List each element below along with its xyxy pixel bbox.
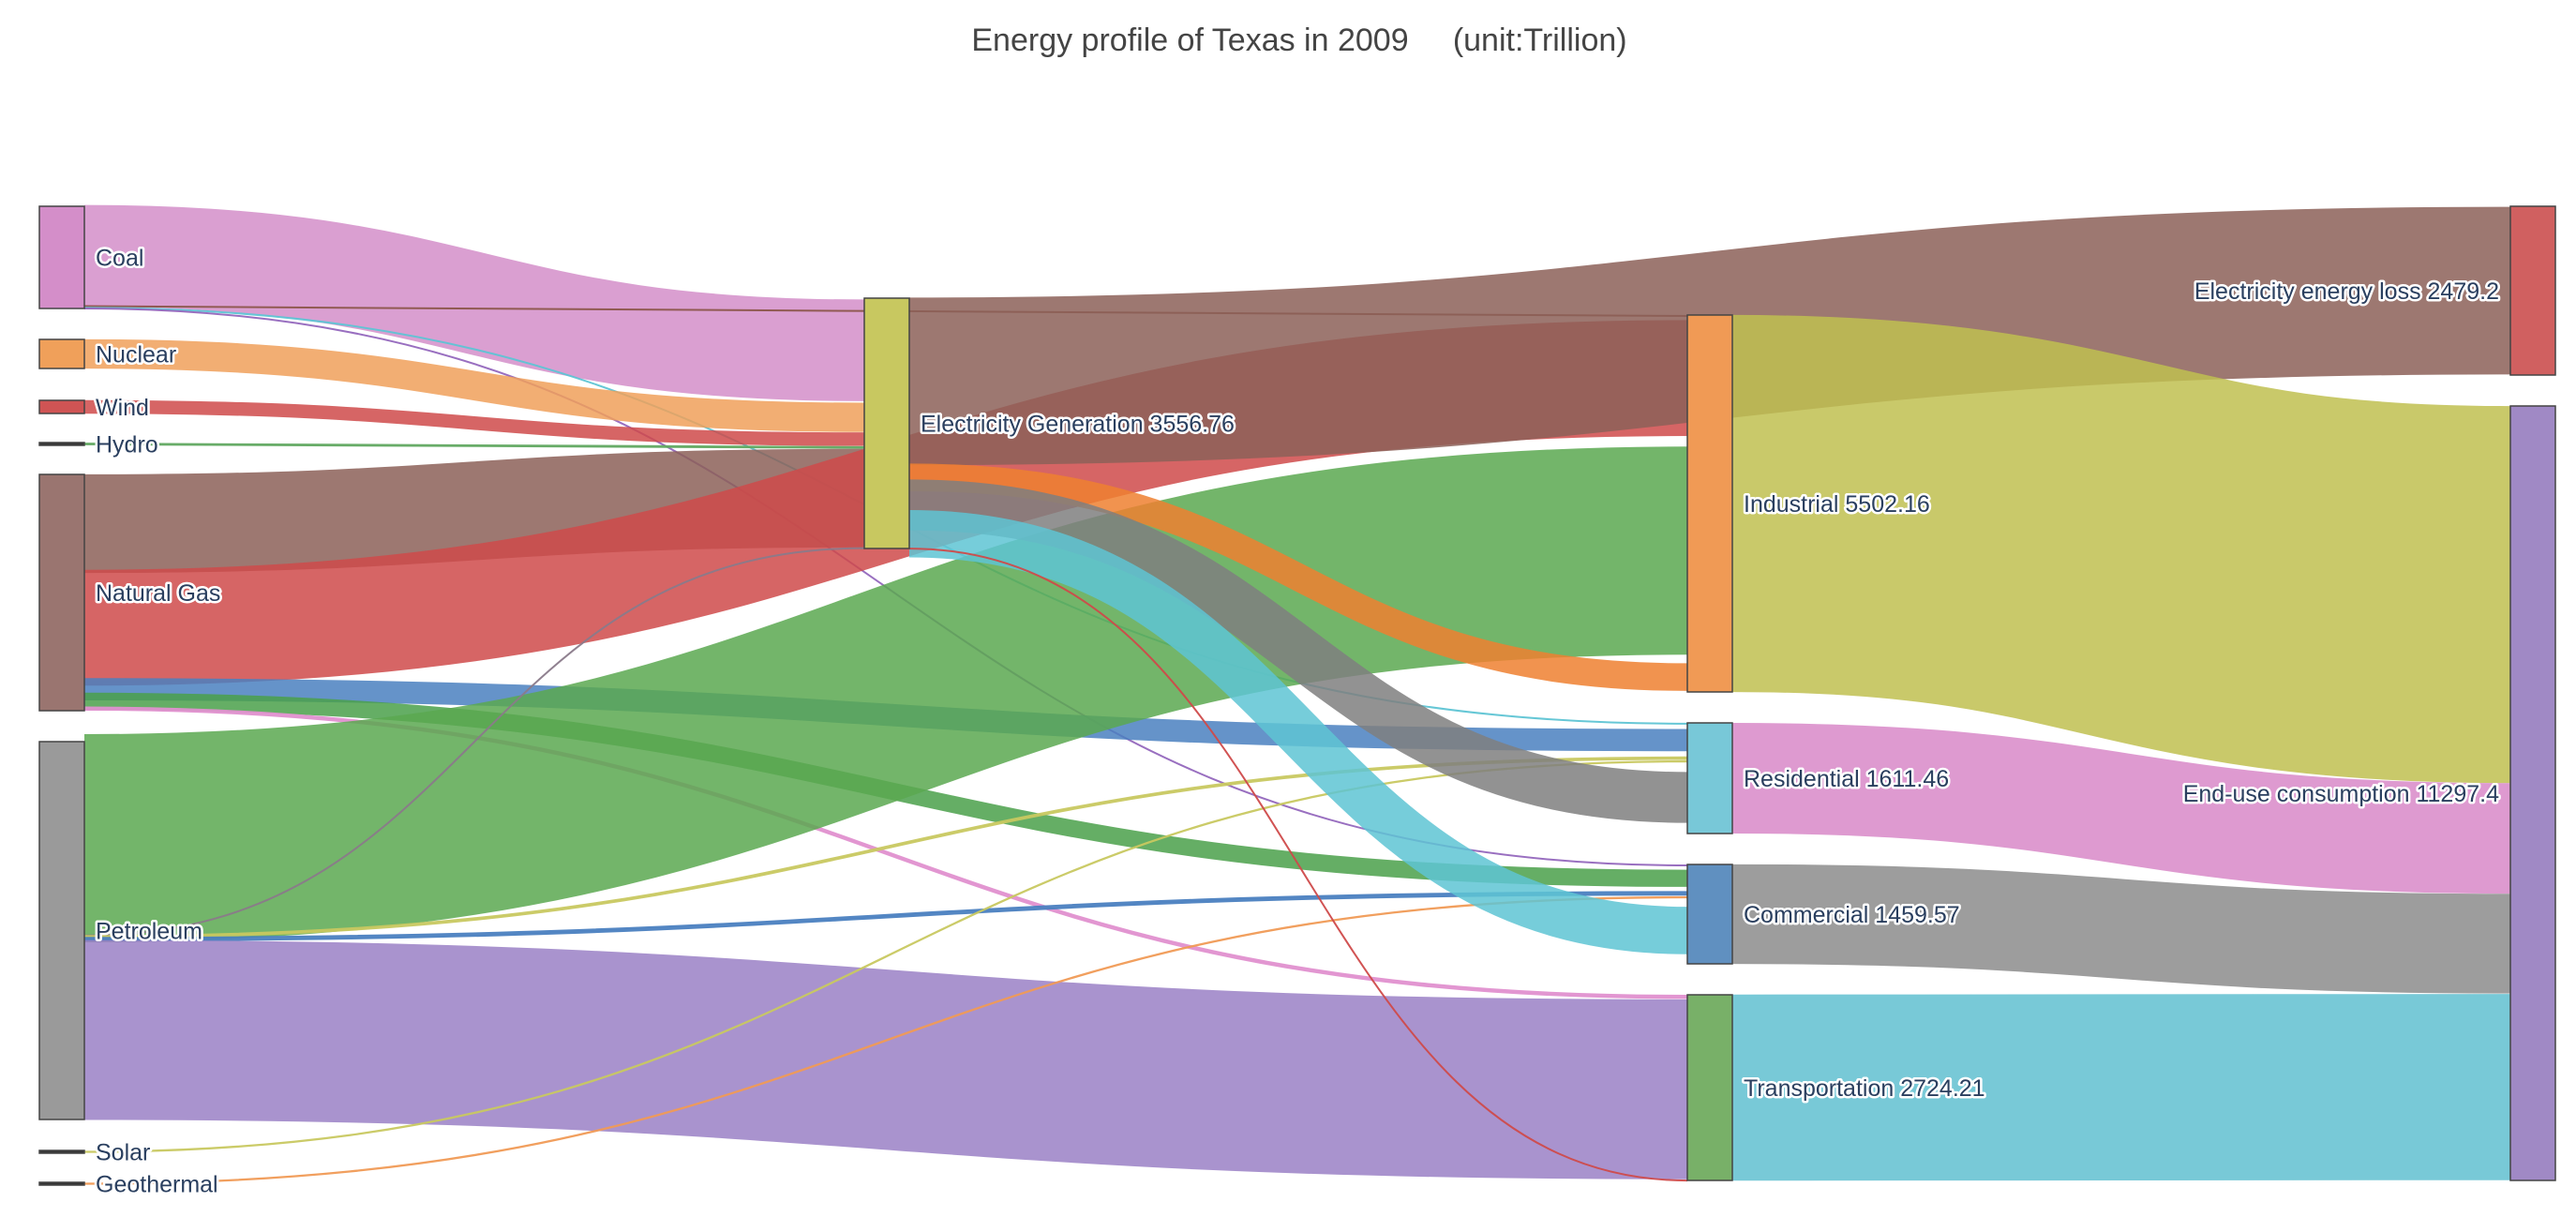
node-natural-gas[interactable] xyxy=(38,473,85,712)
node-residential-1611-46[interactable] xyxy=(1686,722,1733,834)
node-electricity-energy-loss-2479-2[interactable] xyxy=(2509,205,2556,376)
node-label-wind: Wind xyxy=(96,395,149,421)
node-label-natural-gas: Natural Gas xyxy=(96,580,220,607)
node-label-industrial-5502-16: Industrial 5502.16 xyxy=(1744,491,1930,518)
link-elec-to-commercial xyxy=(908,509,1688,954)
chart-title: Energy profile of Texas in 2009 (unit:Tr… xyxy=(971,23,1626,58)
link-nuclear-to-elec xyxy=(83,338,865,432)
link-coal-to-elec xyxy=(83,204,865,401)
link-wind-to-elec xyxy=(83,399,865,446)
link-petroleum-to-elec xyxy=(83,547,865,937)
nodes-layer xyxy=(38,205,2556,1186)
node-label-nuclear: Nuclear xyxy=(96,342,176,368)
link-industrial-to-enduse xyxy=(1731,314,2511,784)
link-elec-to-industrial xyxy=(908,463,1688,691)
link-elec-to-residential xyxy=(908,479,1688,823)
node-label-end-use-consumption-11297-4: End-use consumption 11297.4 xyxy=(2183,781,2499,807)
node-end-use-consumption-11297-4[interactable] xyxy=(2509,405,2556,1181)
node-label-solar: Solar xyxy=(96,1140,150,1166)
node-geothermal[interactable] xyxy=(38,1181,85,1186)
node-wind[interactable] xyxy=(38,399,85,414)
node-label-coal: Coal xyxy=(96,246,143,272)
link-petroleum-to-residential xyxy=(83,756,1688,939)
node-petroleum[interactable] xyxy=(38,741,85,1120)
link-elec-to-transport xyxy=(908,548,1688,1182)
node-label-petroleum: Petroleum xyxy=(96,919,202,945)
link-commercial-to-enduse xyxy=(1731,864,2511,994)
node-label-hydro: Hydro xyxy=(96,432,158,458)
node-label-electricity-generation-3556-76: Electricity Generation 3556.76 xyxy=(921,412,1235,438)
link-hydro-to-elec xyxy=(83,443,865,449)
node-hydro[interactable] xyxy=(38,442,85,446)
link-petroleum-to-industrial xyxy=(83,446,1688,942)
links-layer xyxy=(83,204,2511,1185)
node-electricity-generation-3556-76[interactable] xyxy=(863,297,910,549)
node-transportation-2724-21[interactable] xyxy=(1686,994,1733,1181)
node-label-geothermal: Geothermal xyxy=(96,1172,218,1198)
link-residential-to-enduse xyxy=(1731,723,2511,894)
link-transport-to-enduse xyxy=(1731,994,2511,1181)
node-solar[interactable] xyxy=(38,1149,85,1154)
link-geothermal-to-commercial xyxy=(83,895,1688,1185)
node-industrial-5502-16[interactable] xyxy=(1686,314,1733,693)
node-nuclear[interactable] xyxy=(38,338,85,369)
node-label-commercial-1459-57: Commercial 1459.57 xyxy=(1744,902,1960,928)
node-commercial-1459-57[interactable] xyxy=(1686,864,1733,965)
labels-layer: Coal Nuclear Wind Hydro Natural Gas Petroleum… xyxy=(94,243,2502,1200)
link-petroleum-to-commercial xyxy=(83,891,1688,942)
node-label-electricity-energy-loss-2479-2: Electricity energy loss 2479.2 xyxy=(2194,278,2499,305)
link-petroleum-to-transport xyxy=(83,939,1688,1179)
node-coal[interactable] xyxy=(38,205,85,309)
node-label-transportation-2724-21: Transportation 2724.21 xyxy=(1744,1075,1985,1102)
node-label-residential-1611-46: Residential 1611.46 xyxy=(1744,766,1949,792)
